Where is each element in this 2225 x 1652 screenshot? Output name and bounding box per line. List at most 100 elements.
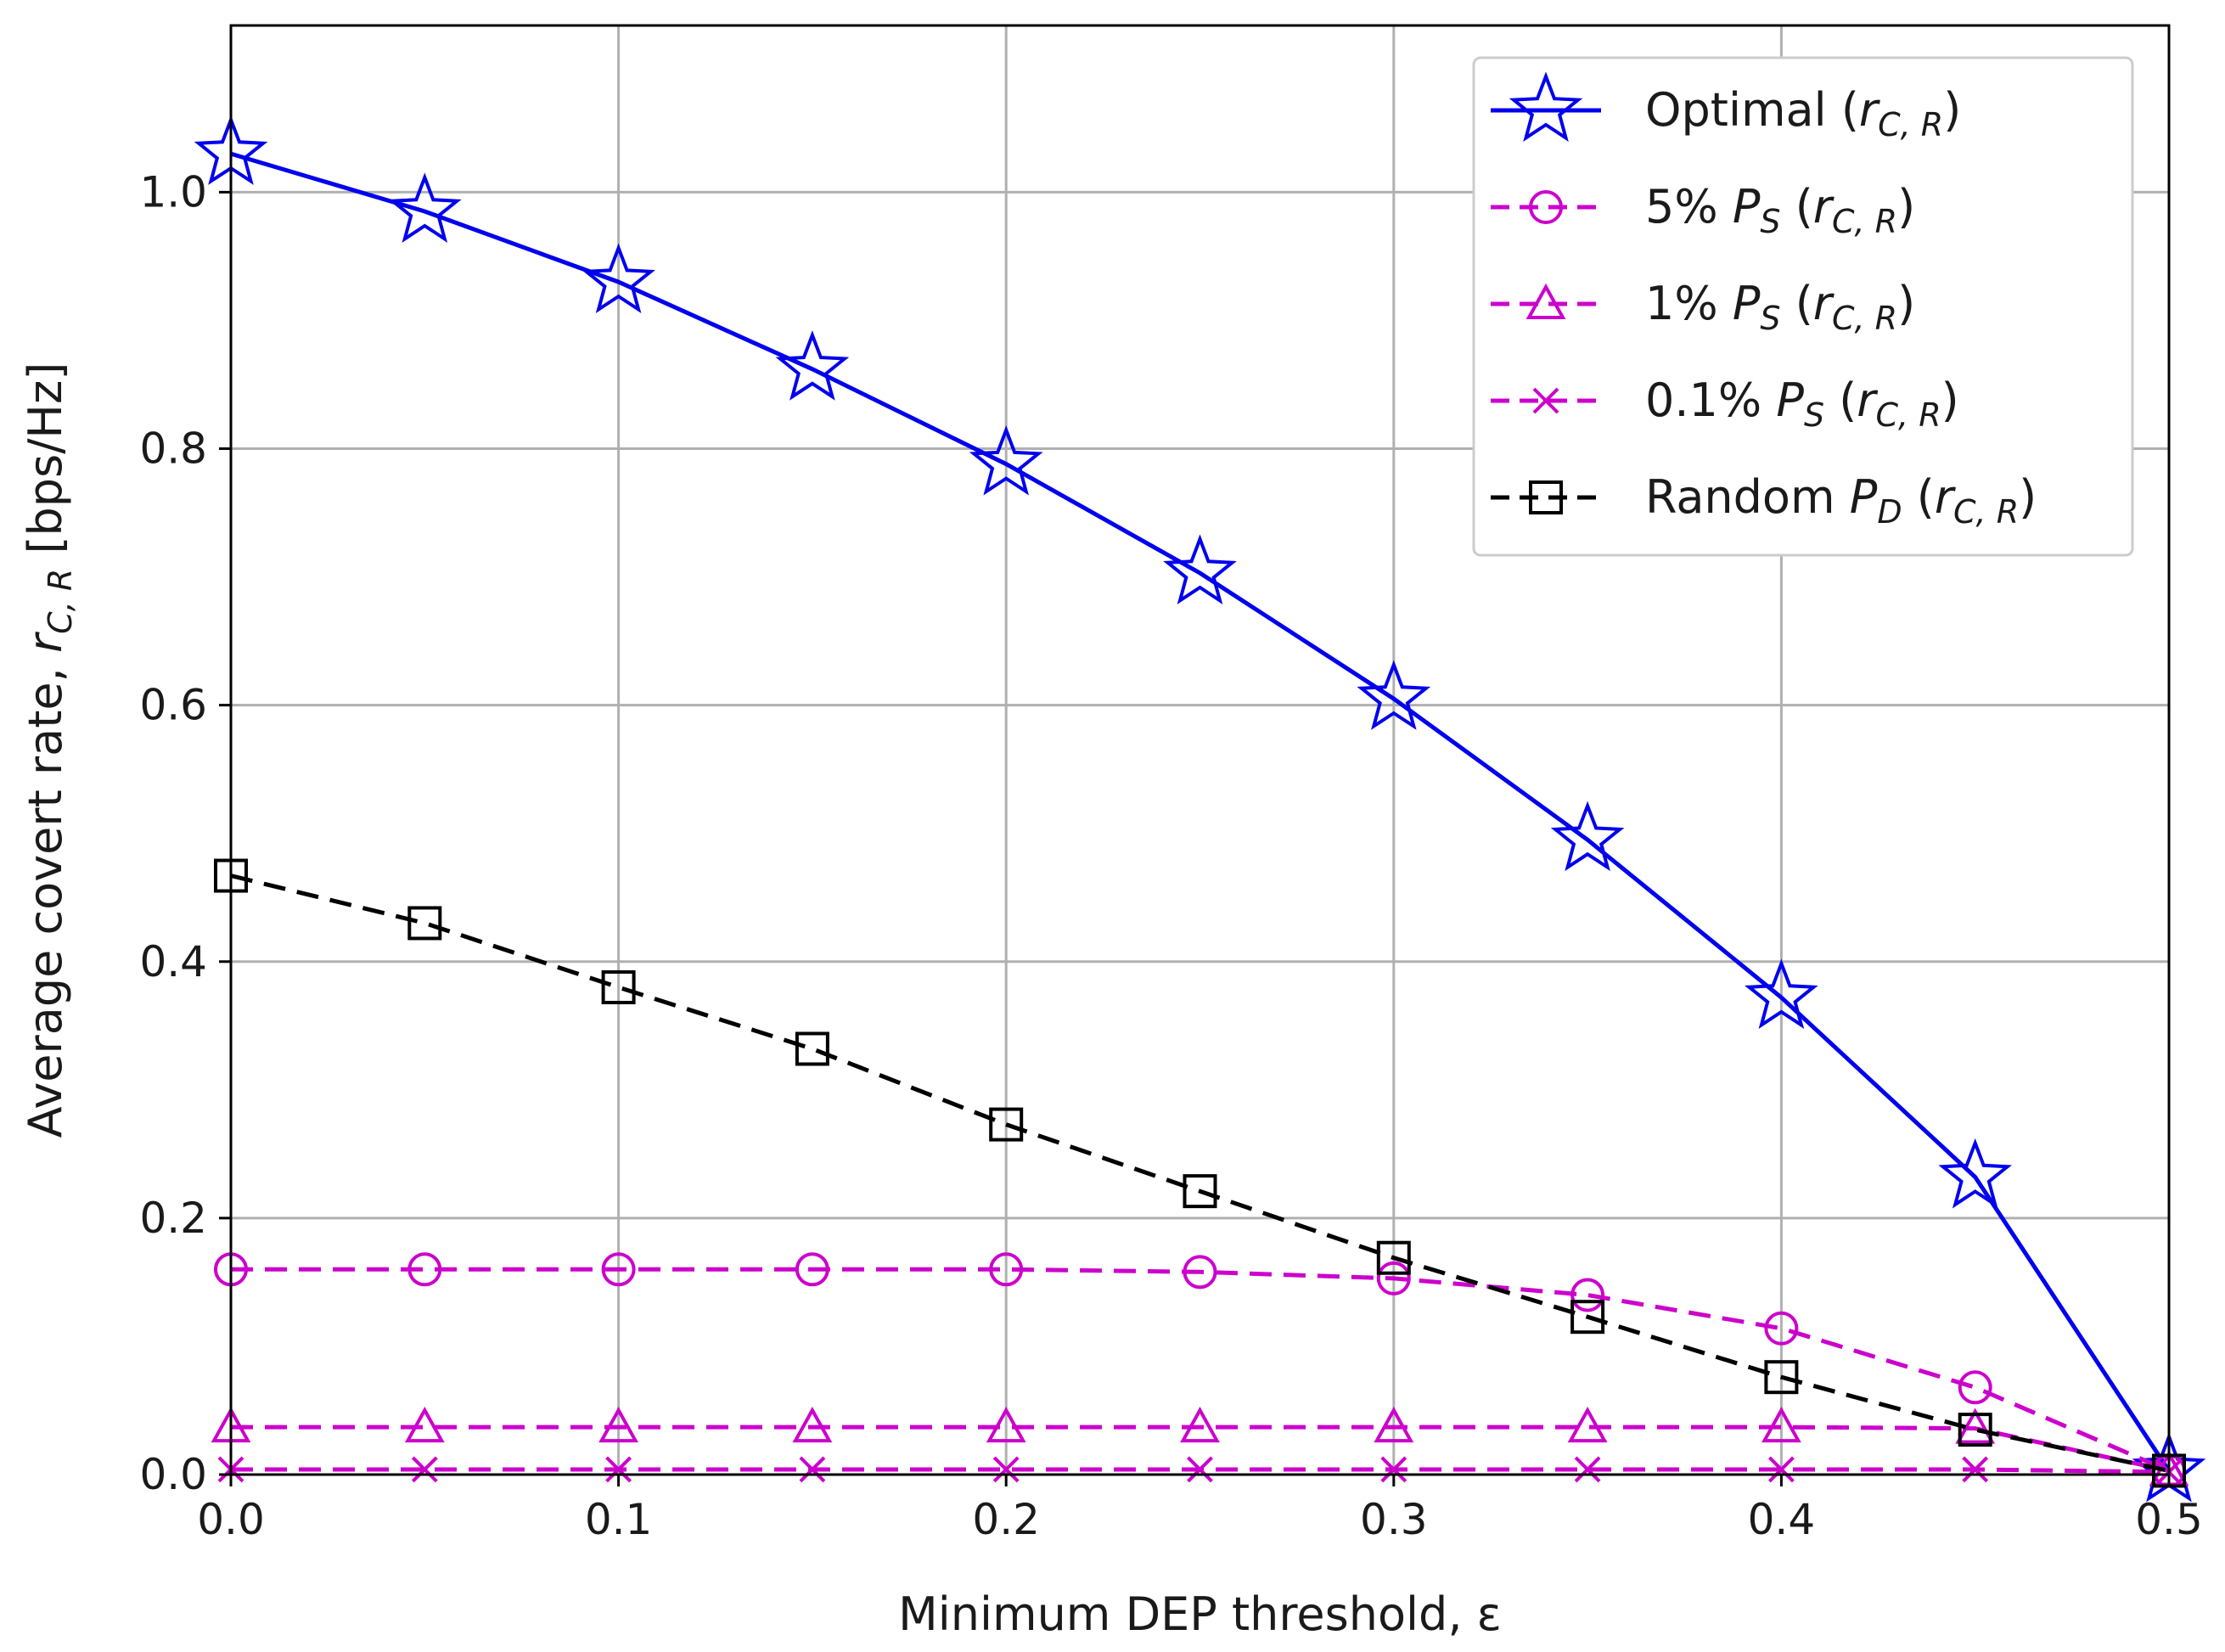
data-point-optimal [775,330,850,401]
x-tick-label: 0.3 [1360,1495,1428,1544]
y-axis-label-main: Average covert rate, [19,653,72,1138]
y-axis-label-unit: [bps/Hz] [19,362,72,569]
legend-swatch-01pct [1491,387,1601,414]
legend-label-1pct: 1% PS (rC, R) [1645,277,1915,337]
data-point-5pct [407,1252,442,1287]
data-point-random [407,906,442,941]
data-point-1pct [1180,1406,1220,1443]
y-tick-label: 0.0 [139,1450,207,1499]
legend-entry-random: Random PD (rC, R) [1491,470,2037,531]
axes-frame [229,24,2171,1476]
data-point-1pct [792,1406,833,1443]
x-tick-label: 0.2 [972,1495,1040,1544]
legend-swatch-marker [1529,190,1563,224]
legend-1pct-P: P [1733,277,1761,330]
data-point-random [1958,1413,1992,1447]
legend-swatch-marker [1532,387,1559,414]
data-point-optimal [387,172,462,243]
data-point-optimal [1163,534,1237,604]
legend-5pct-var: r [1813,180,1835,233]
y-axis-label: Average covert rate, rC, R [bps/Hz] [19,362,79,1138]
legend-5pct-Psub: S [1760,203,1780,240]
series-line-1pct [231,1424,2170,1473]
x-tick-label: 0.0 [197,1495,265,1544]
legend-5pct-P: P [1733,180,1761,233]
legend-01pct-prefix: 0.1% [1645,374,1776,427]
data-point-optimal [582,243,655,314]
legend: Optimal (rC, R) 5% PS (rC, R) 1% PS (rC,… [1472,56,2134,557]
data-point-5pct [1570,1278,1605,1312]
y-tick-label: 1.0 [139,167,207,216]
y-tick-label: 0.2 [139,1194,207,1243]
legend-entry-5pct: 5% PS (rC, R) [1491,180,1915,240]
y-tick-label: 0.6 [139,681,207,730]
data-point-01pct [1574,1456,1601,1483]
data-point-01pct [1767,1456,1795,1483]
legend-swatch-marker [1525,283,1566,319]
data-point-5pct [601,1252,636,1287]
legend-1pct-sub: C, R [1832,300,1897,337]
data-point-1pct [1567,1406,1608,1443]
data-point-1pct [1374,1406,1414,1443]
legend-optimal-prefix: Optimal ( [1645,83,1859,137]
legend-01pct-Psub: S [1804,396,1824,434]
legend-optimal-var: r [1859,83,1880,137]
legend-random-Psub: D [1877,493,1902,531]
series-line-5pct [231,1267,2170,1473]
legend-1pct-var: r [1813,277,1835,330]
data-point-random [795,1031,829,1066]
data-point-5pct [1183,1255,1217,1290]
data-point-5pct [1376,1261,1411,1295]
series-line-random [230,874,2170,1473]
data-point-01pct [799,1456,826,1483]
legend-optimal-suffix: ) [1943,83,1961,137]
legend-swatch-random [1491,480,1601,514]
legend-entry-1pct: 1% PS (rC, R) [1491,277,1915,337]
data-point-optimal [1357,660,1431,730]
legend-random-var: r [1935,470,1956,524]
legend-random-P: P [1850,470,1878,524]
data-point-01pct [992,1456,1020,1483]
x-tick-label: 0.1 [585,1495,653,1544]
legend-entry-optimal: Optimal (rC, R) [1491,71,1961,143]
series-line-optimal [230,151,2172,1472]
legend-1pct-prefix: 1% [1645,277,1733,330]
y-tick-label: 0.8 [139,424,207,474]
axis-ticks: 0.0 0.1 0.2 0.3 0.4 0.5 0.0 0.2 0.4 0.6 0.8 1.0 [139,167,2202,1544]
data-point-1pct [598,1406,638,1443]
y-axis-label-sub: C, R [42,569,79,634]
data-point-01pct [1187,1456,1213,1483]
legend-swatch-5pct [1491,190,1601,224]
data-point-optimal [1938,1138,2013,1209]
data-point-optimal [1745,958,1818,1029]
legend-box [1472,56,2134,557]
legend-swatch-marker [1509,71,1583,142]
legend-swatch-1pct [1491,283,1601,319]
y-axis-label-var: r [19,632,72,653]
data-point-01pct [1380,1456,1407,1483]
data-point-1pct [1955,1408,1996,1444]
legend-label-optimal: Optimal (rC, R) [1645,83,1961,143]
y-tick-label: 0.4 [139,937,207,986]
legend-01pct-sub: C, R [1876,396,1941,434]
legend-random-prefix: Random [1645,470,1850,524]
legend-label-01pct: 0.1% PS (rC, R) [1645,374,1959,434]
x-axis-label: Minimum DEP threshold, ε [898,1587,1502,1641]
x-tick-label: 0.4 [1748,1495,1816,1544]
legend-swatch-optimal [1491,71,1601,142]
data-point-1pct [1761,1406,1801,1443]
legend-label-5pct: 5% PS (rC, R) [1645,180,1915,240]
legend-label-random: Random PD (rC, R) [1645,470,2037,531]
series-1pct [211,1406,2189,1486]
data-point-random [1183,1174,1217,1209]
data-point-optimal [969,424,1043,496]
legend-5pct-sub: C, R [1832,203,1897,240]
legend-01pct-P: P [1776,374,1804,427]
data-point-5pct [1764,1311,1799,1346]
data-point-random [601,969,636,1004]
data-point-5pct [795,1252,829,1287]
series-layer [194,115,2206,1503]
data-point-5pct [989,1252,1024,1287]
legend-optimal-sub: C, R [1878,106,1943,143]
